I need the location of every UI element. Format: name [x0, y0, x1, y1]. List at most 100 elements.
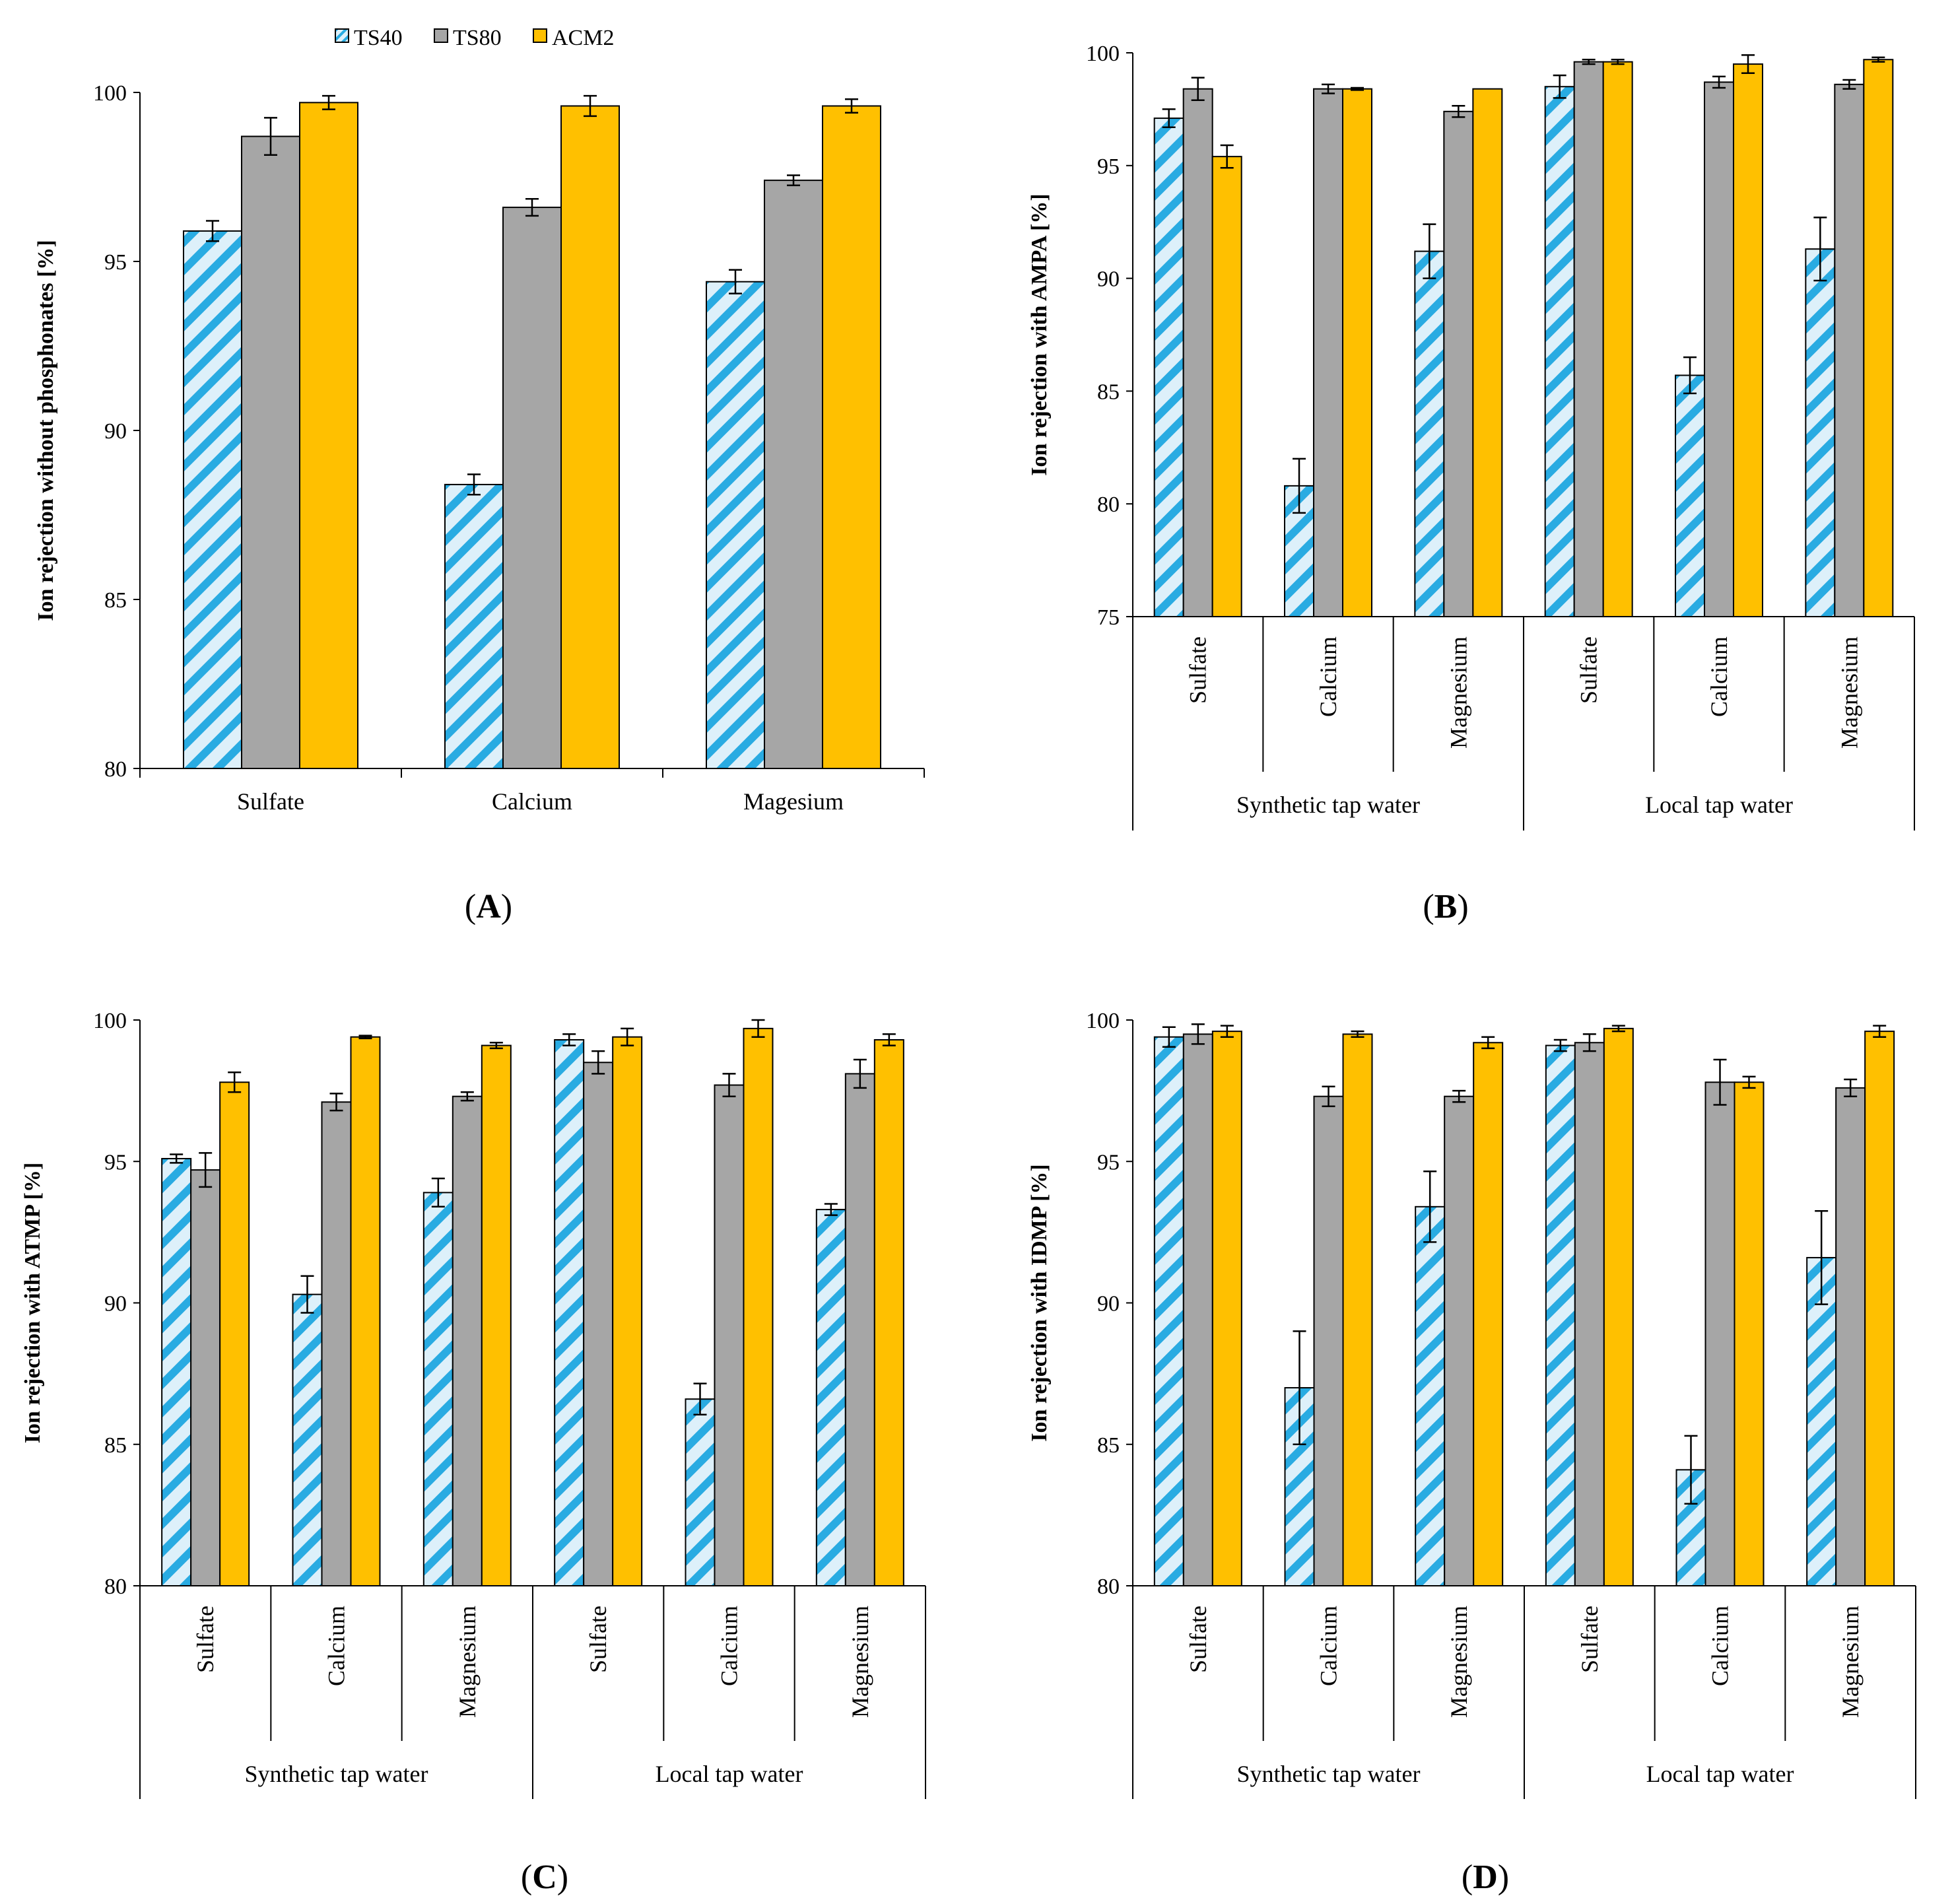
bar-ts80: [583, 1062, 614, 1586]
y-tick-label: 80: [104, 757, 127, 782]
y-axis-label: Ion rejection with IDMP [%]: [1027, 1164, 1052, 1442]
bar-acm2: [1211, 1031, 1242, 1586]
x-category-label: Magnesium: [1446, 1606, 1472, 1718]
bar-ts40: [422, 1192, 454, 1586]
bar-acm2: [743, 1027, 774, 1586]
legend-label-ts40: TS40: [354, 26, 403, 50]
bar-acm2: [350, 1036, 381, 1586]
panel-d: 80 85 90 95 100 Ion rejection with IDMP [%] Su…: [1027, 1009, 1916, 1799]
x-category-label: Sulfate: [192, 1606, 219, 1673]
bar-ts80: [1704, 81, 1734, 617]
x-category-label: Sulfate: [585, 1606, 611, 1673]
bar-ts80: [1573, 61, 1604, 617]
bar-acm2: [1864, 1031, 1895, 1586]
x-category-label: Sulfate: [1185, 636, 1211, 704]
bar-ts80: [714, 1084, 745, 1587]
bar-ts40: [554, 1038, 585, 1586]
x-group-label: Synthetic tap water: [1236, 792, 1420, 818]
bar-acm2: [822, 105, 881, 770]
x-category-label: Calcium: [492, 788, 572, 815]
bar-ts80: [1182, 1033, 1213, 1587]
bar-ts40: [183, 230, 242, 770]
bar-ts80: [1443, 110, 1474, 618]
x-category-label: Calcium: [1315, 636, 1341, 717]
y-axis-label: Ion rejection with AMPA [%]: [1027, 193, 1052, 475]
bar-acm2: [873, 1038, 904, 1586]
y-tick-label: 95: [1097, 154, 1120, 179]
x-category-label: Magnesium: [847, 1606, 873, 1718]
bar-ts80: [844, 1073, 875, 1587]
y-tick-label: 100: [1086, 1009, 1120, 1033]
bar-ts80: [502, 207, 562, 769]
panel-label-c: (C): [521, 1858, 568, 1896]
x-category-label: Calcium: [323, 1606, 350, 1686]
legend: TS40 TS80 ACM2: [335, 26, 614, 50]
bar-acm2: [1211, 156, 1242, 618]
legend-swatch-acm2: [533, 28, 547, 43]
y-tick-label: 80: [104, 1575, 127, 1599]
bar-acm2: [1602, 61, 1633, 617]
bar-ts80: [1574, 1042, 1605, 1586]
x-category-label: Magnesium: [1837, 1606, 1864, 1718]
y-tick-label: 85: [1097, 380, 1120, 404]
panel-c: 80 85 90 95 100 Ion rejection with ATMP [%] Su…: [20, 1009, 926, 1799]
bar-acm2: [219, 1081, 250, 1586]
bar-ts80: [764, 180, 823, 769]
legend-label-acm2: ACM2: [552, 26, 614, 50]
x-category-label: Magnesium: [454, 1606, 481, 1718]
y-tick-label: 90: [1097, 1292, 1120, 1316]
y-tick-label: 75: [1097, 605, 1120, 630]
legend-label-ts80: TS80: [453, 26, 502, 50]
legend-swatch-ts80: [434, 28, 448, 43]
bar-acm2: [1473, 1042, 1504, 1586]
legend-swatch-ts40: [335, 28, 349, 43]
bar-ts40: [1414, 250, 1445, 618]
bar-acm2: [299, 102, 358, 770]
bar-ts40: [706, 281, 765, 770]
x-category-label: Magnesium: [1445, 636, 1471, 749]
bar-ts80: [190, 1169, 221, 1586]
x-category-label: Calcium: [1707, 1606, 1734, 1686]
y-tick-label: 90: [104, 1292, 127, 1316]
x-category-label: Sulfate: [237, 788, 304, 815]
bar-ts40: [1806, 1256, 1837, 1586]
bar-acm2: [1734, 1081, 1765, 1586]
bar-ts40: [685, 1398, 716, 1586]
bar-ts40: [1545, 1044, 1576, 1586]
bar-acm2: [1342, 88, 1372, 617]
x-group-label: Synthetic tap water: [1237, 1761, 1421, 1787]
x-group-label: Local tap water: [656, 1761, 803, 1787]
y-axis-label: Ion rejection without phosphonates [%]: [34, 240, 58, 621]
panel-label-d: (D): [1462, 1858, 1509, 1896]
bar-ts80: [1444, 1095, 1475, 1586]
y-tick-label: 95: [104, 1150, 127, 1174]
bar-acm2: [481, 1044, 512, 1586]
bar-ts80: [1704, 1081, 1735, 1586]
bar-ts80: [1182, 88, 1213, 617]
y-tick-label: 95: [1097, 1150, 1120, 1174]
bar-ts80: [321, 1101, 352, 1586]
panel-a: 80 85 90 95 100 Ion rejection without phospho…: [34, 81, 925, 815]
bar-ts80: [1313, 88, 1343, 617]
bar-ts40: [1544, 86, 1575, 618]
x-category-label: Calcium: [1706, 636, 1732, 717]
y-tick-label: 80: [1097, 493, 1120, 517]
bar-ts40: [161, 1157, 192, 1586]
y-tick-label: 90: [104, 419, 127, 444]
panel-label-b: (B): [1423, 888, 1468, 926]
x-group-label: Local tap water: [1646, 1761, 1794, 1787]
bar-acm2: [612, 1036, 643, 1586]
bar-acm2: [1342, 1033, 1373, 1587]
bar-ts40: [1675, 374, 1705, 617]
x-group-label: Synthetic tap water: [245, 1761, 428, 1787]
panel-b: 75 80 85 90 95 100 Ion rejection with AMPA [%]…: [1027, 42, 1915, 831]
bar-ts80: [1834, 83, 1865, 618]
bar-acm2: [1472, 88, 1503, 617]
y-tick-label: 100: [93, 81, 127, 106]
bar-acm2: [1733, 63, 1763, 617]
x-category-label: Magnesium: [1836, 636, 1862, 749]
y-tick-label: 100: [1086, 42, 1120, 66]
bar-acm2: [560, 105, 620, 770]
bar-ts80: [1835, 1087, 1866, 1586]
